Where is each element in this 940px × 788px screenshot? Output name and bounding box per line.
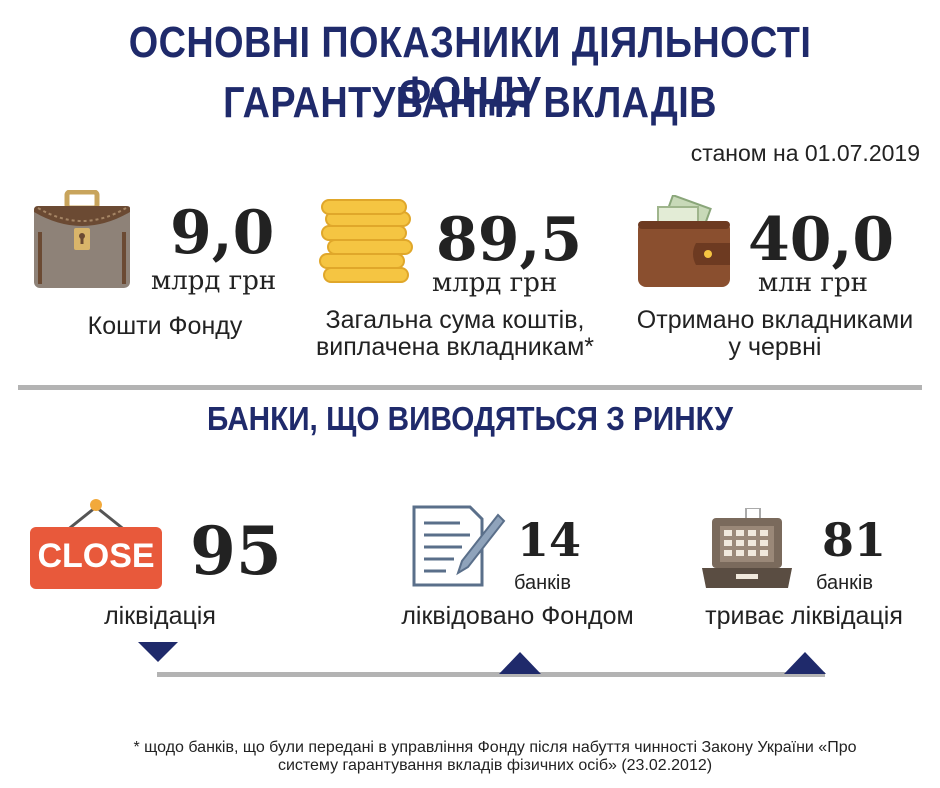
stat-june-label-line2: у червні: [728, 333, 822, 361]
coins-icon: [319, 199, 413, 283]
footnote-line2: систему гарантування вкладів фізичних ос…: [277, 757, 713, 774]
page-title-line1: ОСНОВНІ ПОКАЗНИКИ ДІЯЛЬНОСТІ ФОНДУ: [128, 18, 812, 117]
banks-ongoing-value: 81: [822, 513, 887, 567]
close-sign-text: CLOSE: [37, 537, 155, 575]
stat-funds-value: 9,0: [170, 198, 275, 268]
close-sign-icon: [30, 499, 162, 589]
timeline-bar: [157, 672, 825, 677]
timeline-marker-up-1: [499, 652, 541, 674]
wallet-icon: [638, 195, 730, 287]
page-title-line2: ГАРАНТУВАННЯ ВКЛАДІВ: [223, 78, 717, 127]
stat-june-value: 40,0: [748, 205, 895, 275]
banks-total-value: 95: [190, 512, 282, 590]
cash-register-icon: [702, 508, 792, 588]
footnote: * щодо банків, що були передані в управл…: [60, 739, 930, 775]
stat-paid-label-line2: виплачена вкладникам*: [316, 333, 594, 361]
banks-fund-label: ліквідовано Фондом: [401, 602, 634, 630]
footnote-line1: * щодо банків, що були передані в управл…: [133, 739, 857, 756]
stat-funds-unit: млрд грн: [151, 266, 277, 296]
stat-paid-value: 89,5: [436, 205, 583, 275]
banks-ongoing-unit: банків: [816, 572, 873, 594]
stat-paid-unit: млрд грн: [432, 268, 558, 298]
timeline-marker-up-2: [784, 652, 826, 674]
timeline-marker-down: [138, 642, 178, 662]
document-icon: [412, 505, 506, 587]
stat-june-label-line1: Отримано вкладниками: [636, 306, 914, 334]
banks-ongoing-label: триває ліквідація: [705, 602, 903, 630]
briefcase-icon: [34, 190, 130, 288]
section-divider: [18, 385, 922, 390]
stat-funds-label: Кошти Фонду: [87, 312, 243, 340]
banks-heading: БАНКИ, ЩО ВИВОДЯТЬСЯ З РИНКУ: [206, 400, 734, 437]
stat-june-unit: млн грн: [758, 268, 868, 298]
banks-total-label: ліквідація: [104, 602, 216, 630]
date-label: станом на 01.07.2019: [690, 140, 920, 166]
banks-fund-unit: банків: [514, 572, 571, 594]
banks-fund-value: 14: [517, 513, 582, 567]
stat-paid-label-line1: Загальна сума коштів,: [325, 306, 585, 334]
